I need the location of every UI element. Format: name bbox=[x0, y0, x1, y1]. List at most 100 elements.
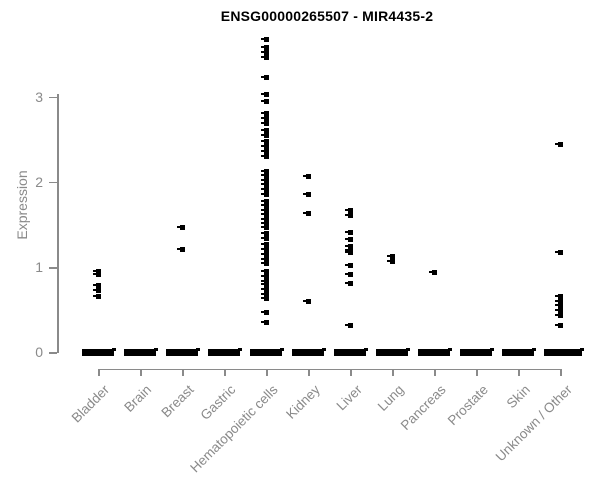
zero-expression-cluster bbox=[376, 347, 410, 356]
data-point bbox=[344, 244, 353, 250]
data-point bbox=[260, 173, 269, 179]
data-point bbox=[344, 250, 353, 256]
data-point bbox=[260, 181, 269, 187]
x-axis-line bbox=[98, 368, 561, 370]
data-point bbox=[260, 225, 269, 231]
x-tick-mark bbox=[140, 368, 142, 376]
zero-expression-cluster bbox=[460, 347, 494, 356]
x-tick-mark bbox=[518, 368, 520, 376]
data-point bbox=[260, 75, 269, 81]
data-point bbox=[344, 207, 353, 213]
data-point bbox=[260, 128, 269, 134]
y-axis-line bbox=[57, 94, 59, 353]
data-point bbox=[260, 44, 269, 50]
zero-expression-cluster bbox=[250, 347, 284, 356]
data-point bbox=[554, 141, 563, 147]
x-tick-mark bbox=[476, 368, 478, 376]
data-point bbox=[554, 308, 563, 314]
data-point bbox=[260, 256, 269, 262]
data-point bbox=[260, 198, 269, 204]
x-category-label: Gastric bbox=[197, 381, 239, 423]
data-point bbox=[260, 187, 269, 193]
zero-expression-cluster bbox=[124, 347, 158, 356]
y-tick-label: 0 bbox=[35, 344, 43, 361]
data-point bbox=[260, 230, 269, 236]
data-point bbox=[554, 302, 563, 308]
x-tick-mark bbox=[266, 368, 268, 376]
data-point bbox=[92, 272, 101, 278]
data-point bbox=[260, 203, 269, 209]
data-point bbox=[260, 286, 269, 292]
data-point bbox=[260, 211, 269, 217]
data-point bbox=[260, 281, 269, 287]
data-point bbox=[554, 298, 563, 304]
data-point bbox=[260, 148, 269, 154]
data-point bbox=[260, 111, 269, 117]
data-point bbox=[554, 313, 563, 319]
y-tick-mark bbox=[49, 267, 57, 269]
x-category-label: Unknown / Other bbox=[492, 381, 575, 464]
zero-expression-cluster bbox=[292, 347, 326, 356]
data-point bbox=[260, 251, 269, 257]
data-point bbox=[260, 55, 269, 60]
data-point bbox=[260, 246, 269, 252]
data-point bbox=[92, 283, 101, 289]
x-category-label: Liver bbox=[333, 381, 365, 413]
zero-expression-cluster bbox=[334, 347, 368, 356]
data-point bbox=[386, 259, 395, 265]
data-point bbox=[554, 293, 563, 299]
data-point bbox=[344, 262, 353, 268]
x-category-label: Kidney bbox=[282, 381, 323, 422]
data-point bbox=[260, 279, 269, 285]
data-point bbox=[260, 296, 269, 302]
x-tick-mark bbox=[560, 368, 562, 376]
x-tick-mark bbox=[308, 368, 310, 376]
data-point bbox=[260, 273, 269, 279]
data-point bbox=[260, 132, 269, 138]
zero-expression-cluster bbox=[418, 347, 452, 356]
data-point bbox=[260, 169, 269, 175]
x-category-label: Skin bbox=[503, 381, 533, 411]
x-tick-mark bbox=[392, 368, 394, 376]
x-tick-mark bbox=[182, 368, 184, 376]
data-point bbox=[260, 216, 269, 222]
x-category-label: Pancreas bbox=[397, 381, 449, 433]
data-point bbox=[344, 280, 353, 286]
data-point bbox=[344, 247, 353, 253]
zero-expression-cluster bbox=[502, 347, 536, 356]
data-point bbox=[344, 237, 353, 243]
chart-title: ENSG00000265507 - MIR4435-2 bbox=[220, 8, 434, 24]
zero-expression-cluster bbox=[208, 347, 242, 356]
y-tick-label: 3 bbox=[35, 88, 43, 105]
data-point bbox=[92, 293, 101, 299]
x-category-label: Bladder bbox=[69, 381, 113, 426]
zero-expression-cluster bbox=[166, 347, 200, 356]
data-point bbox=[260, 309, 269, 315]
data-point bbox=[260, 207, 269, 213]
y-tick-label: 2 bbox=[35, 173, 43, 190]
data-point bbox=[386, 254, 395, 260]
data-point bbox=[260, 235, 269, 241]
data-point bbox=[260, 177, 269, 183]
zero-expression-cluster bbox=[544, 347, 584, 356]
x-category-label: Prostate bbox=[444, 381, 491, 428]
data-point bbox=[302, 174, 311, 180]
data-point bbox=[176, 246, 185, 252]
data-point bbox=[428, 269, 437, 275]
x-tick-mark bbox=[434, 368, 436, 376]
data-point bbox=[176, 225, 185, 231]
data-point bbox=[260, 121, 269, 127]
data-point bbox=[260, 99, 269, 105]
data-point bbox=[260, 49, 269, 55]
data-point bbox=[260, 319, 269, 325]
x-tick-mark bbox=[224, 368, 226, 376]
x-category-label: Breast bbox=[158, 381, 197, 420]
data-point bbox=[260, 143, 269, 149]
data-point bbox=[260, 92, 269, 98]
data-point bbox=[260, 261, 269, 267]
data-point bbox=[260, 268, 269, 274]
data-point bbox=[260, 221, 269, 227]
x-category-label: Brain bbox=[121, 381, 155, 415]
data-point bbox=[260, 116, 269, 122]
